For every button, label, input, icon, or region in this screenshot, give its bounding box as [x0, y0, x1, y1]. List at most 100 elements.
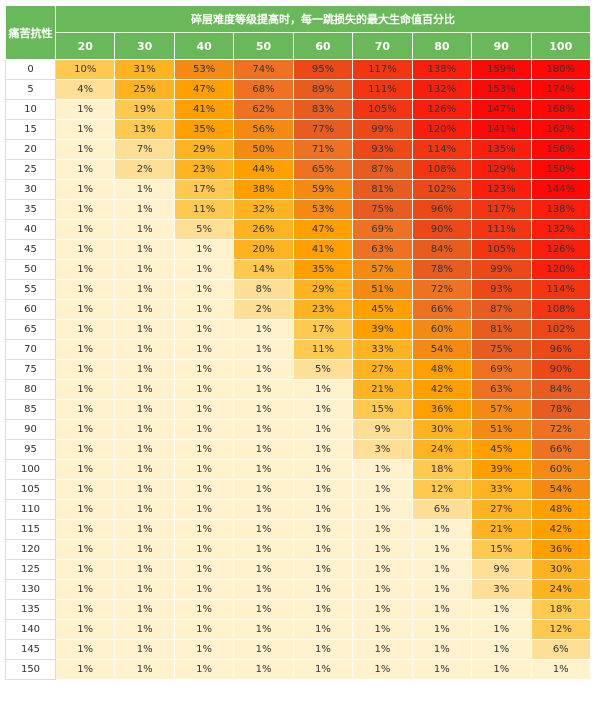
heatmap-cell: 1% — [233, 379, 294, 400]
heatmap-cell: 24% — [530, 579, 591, 600]
table-row: 120 1% 1% 1% 1% 1% 1% 1% 15% 36% — [5, 539, 591, 560]
heatmap-cell: 65% — [292, 159, 354, 180]
table-row: 145 1% 1% 1% 1% 1% 1% 1% 1% 6% — [5, 639, 591, 660]
row-label: 40 — [5, 219, 56, 240]
row-label: 10 — [5, 99, 56, 120]
heatmap-cell: 1% — [233, 519, 294, 540]
heatmap-cell: 1% — [233, 439, 294, 460]
heatmap-cell: 48% — [530, 499, 591, 520]
heatmap-cell: 1% — [292, 639, 354, 660]
heatmap-cell: 1% — [352, 559, 413, 580]
heatmap-cell: 117% — [471, 199, 532, 220]
heatmap-cell: 147% — [471, 99, 532, 120]
row-label: 130 — [5, 579, 56, 600]
heatmap-cell: 1% — [173, 419, 235, 440]
heatmap-cell: 1% — [54, 519, 116, 540]
heatmap-cell: 1% — [411, 519, 473, 540]
table-row: 140 1% 1% 1% 1% 1% 1% 1% 1% 12% — [5, 619, 591, 640]
heatmap-cell: 81% — [471, 319, 532, 340]
row-label: 35 — [5, 199, 56, 220]
heatmap-cell: 15% — [471, 539, 532, 560]
heatmap-cell: 1% — [173, 579, 235, 600]
heatmap-cell: 1% — [292, 559, 354, 580]
row-label: 5 — [5, 79, 56, 100]
heatmap-cell: 11% — [292, 339, 354, 360]
heatmap-cell: 45% — [352, 299, 413, 320]
heatmap-cell: 1% — [292, 399, 354, 420]
row-label: 120 — [5, 539, 56, 560]
heatmap-cell: 1% — [173, 259, 235, 280]
heatmap-cell: 1% — [114, 419, 175, 440]
heatmap-cell: 30% — [411, 419, 473, 440]
heatmap-cell: 1% — [352, 459, 413, 480]
heatmap-cell: 1% — [114, 319, 175, 340]
heatmap-cell: 138% — [411, 59, 473, 80]
column-header: 60 — [292, 32, 354, 60]
heatmap-cell: 1% — [411, 619, 473, 640]
heatmap-cell: 1% — [233, 359, 294, 380]
row-label: 75 — [5, 359, 56, 380]
table-row: 110 1% 1% 1% 1% 1% 1% 6% 27% 48% — [5, 499, 591, 520]
heatmap-cell: 1% — [114, 539, 175, 560]
heatmap-cell: 1% — [114, 559, 175, 580]
heatmap-cell: 1% — [352, 579, 413, 600]
heatmap-cell: 1% — [292, 439, 354, 460]
heatmap-cell: 1% — [233, 659, 294, 680]
heatmap-cell: 1% — [173, 439, 235, 460]
table-row: 25 1% 2% 23% 44% 65% 87% 108% 129% 150% — [5, 159, 591, 180]
heatmap-cell: 135% — [471, 139, 532, 160]
column-header: 70 — [352, 32, 413, 60]
heatmap-cell: 1% — [54, 299, 116, 320]
heatmap-table-container: 痛苦抗性 碎层难度等级提高时，每一跳损失的最大生命值百分比 20 30 40 50 60… — [5, 5, 595, 680]
heatmap-cell: 162% — [530, 119, 591, 140]
heatmap-cell: 1% — [114, 659, 175, 680]
heatmap-cell: 1% — [233, 399, 294, 420]
heatmap-cell: 1% — [292, 379, 354, 400]
heatmap-cell: 141% — [471, 119, 532, 140]
table-row: 115 1% 1% 1% 1% 1% 1% 1% 21% 42% — [5, 519, 591, 540]
heatmap-cell: 74% — [233, 59, 294, 80]
heatmap-cell: 33% — [471, 479, 532, 500]
heatmap-cell: 114% — [530, 279, 591, 300]
heatmap-cell: 69% — [352, 219, 413, 240]
heatmap-cell: 36% — [411, 399, 473, 420]
table-body: 0 10% 31% 53% 74% 95% 117% 138% 159% 180% 5 4% 25% 47… — [5, 59, 591, 680]
heatmap-cell: 12% — [530, 619, 591, 640]
heatmap-cell: 1% — [471, 599, 532, 620]
heatmap-cell: 1% — [292, 579, 354, 600]
heatmap-cell: 120% — [530, 259, 591, 280]
heatmap-cell: 1% — [292, 659, 354, 680]
heatmap-cell: 1% — [471, 659, 532, 680]
heatmap-cell: 47% — [173, 79, 235, 100]
column-header-row: 20 30 40 50 60 70 80 90 100 — [6, 32, 591, 60]
heatmap-cell: 30% — [530, 559, 591, 580]
heatmap-cell: 1% — [411, 639, 473, 660]
heatmap-cell: 42% — [411, 379, 473, 400]
heatmap-cell: 174% — [530, 79, 591, 100]
heatmap-cell: 41% — [173, 99, 235, 120]
heatmap-cell: 87% — [352, 159, 413, 180]
heatmap-cell: 96% — [530, 339, 591, 360]
heatmap-cell: 1% — [114, 219, 175, 240]
heatmap-cell: 7% — [114, 139, 175, 160]
row-label: 100 — [5, 459, 56, 480]
heatmap-cell: 51% — [471, 419, 532, 440]
heatmap-cell: 87% — [471, 299, 532, 320]
table-row: 135 1% 1% 1% 1% 1% 1% 1% 1% 18% — [5, 599, 591, 620]
heatmap-cell: 1% — [54, 419, 116, 440]
heatmap-cell: 1% — [114, 199, 175, 220]
heatmap-cell: 1% — [292, 519, 354, 540]
table-row: 75 1% 1% 1% 1% 5% 27% 48% 69% 90% — [5, 359, 591, 380]
heatmap-cell: 1% — [54, 339, 116, 360]
heatmap-cell: 62% — [233, 99, 294, 120]
table-row: 95 1% 1% 1% 1% 1% 3% 24% 45% 66% — [5, 439, 591, 460]
table-row: 60 1% 1% 1% 2% 23% 45% 66% 87% 108% — [5, 299, 591, 320]
heatmap-cell: 1% — [114, 599, 175, 620]
heatmap-cell: 99% — [471, 259, 532, 280]
row-label: 50 — [5, 259, 56, 280]
heatmap-cell: 168% — [530, 99, 591, 120]
heatmap-cell: 1% — [173, 279, 235, 300]
heatmap-cell: 8% — [233, 279, 294, 300]
table-row: 85 1% 1% 1% 1% 1% 15% 36% 57% 78% — [5, 399, 591, 420]
heatmap-cell: 57% — [471, 399, 532, 420]
